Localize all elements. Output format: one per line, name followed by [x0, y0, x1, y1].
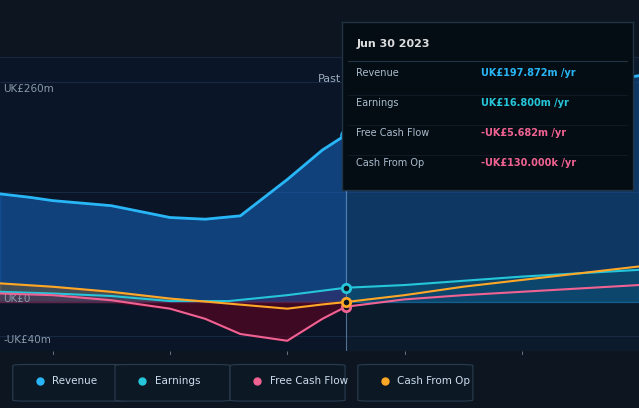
Text: Earnings: Earnings [357, 98, 399, 108]
Text: Free Cash Flow: Free Cash Flow [357, 128, 429, 138]
FancyBboxPatch shape [115, 364, 230, 401]
Text: -UK£40m: -UK£40m [4, 335, 51, 345]
Text: Revenue: Revenue [357, 68, 399, 78]
Bar [346, 57, 639, 351]
Text: -UK£130.000k /yr: -UK£130.000k /yr [481, 158, 576, 168]
Bar [0, 57, 346, 351]
FancyBboxPatch shape [13, 364, 128, 401]
Text: Cash From Op: Cash From Op [357, 158, 425, 168]
Text: Past: Past [318, 74, 341, 84]
Text: UK£16.800m /yr: UK£16.800m /yr [481, 98, 569, 108]
Text: UK£197.872m /yr: UK£197.872m /yr [481, 68, 576, 78]
Text: Earnings: Earnings [155, 377, 200, 386]
FancyBboxPatch shape [358, 364, 473, 401]
Text: UK£0: UK£0 [4, 293, 31, 304]
Text: Revenue: Revenue [52, 377, 98, 386]
Text: Analysts Forecasts: Analysts Forecasts [355, 74, 459, 84]
Text: Cash From Op: Cash From Op [397, 377, 470, 386]
Text: UK£260m: UK£260m [4, 84, 54, 94]
Text: Free Cash Flow: Free Cash Flow [270, 377, 348, 386]
Text: Jun 30 2023: Jun 30 2023 [357, 39, 430, 49]
FancyBboxPatch shape [230, 364, 345, 401]
Text: -UK£5.682m /yr: -UK£5.682m /yr [481, 128, 567, 138]
